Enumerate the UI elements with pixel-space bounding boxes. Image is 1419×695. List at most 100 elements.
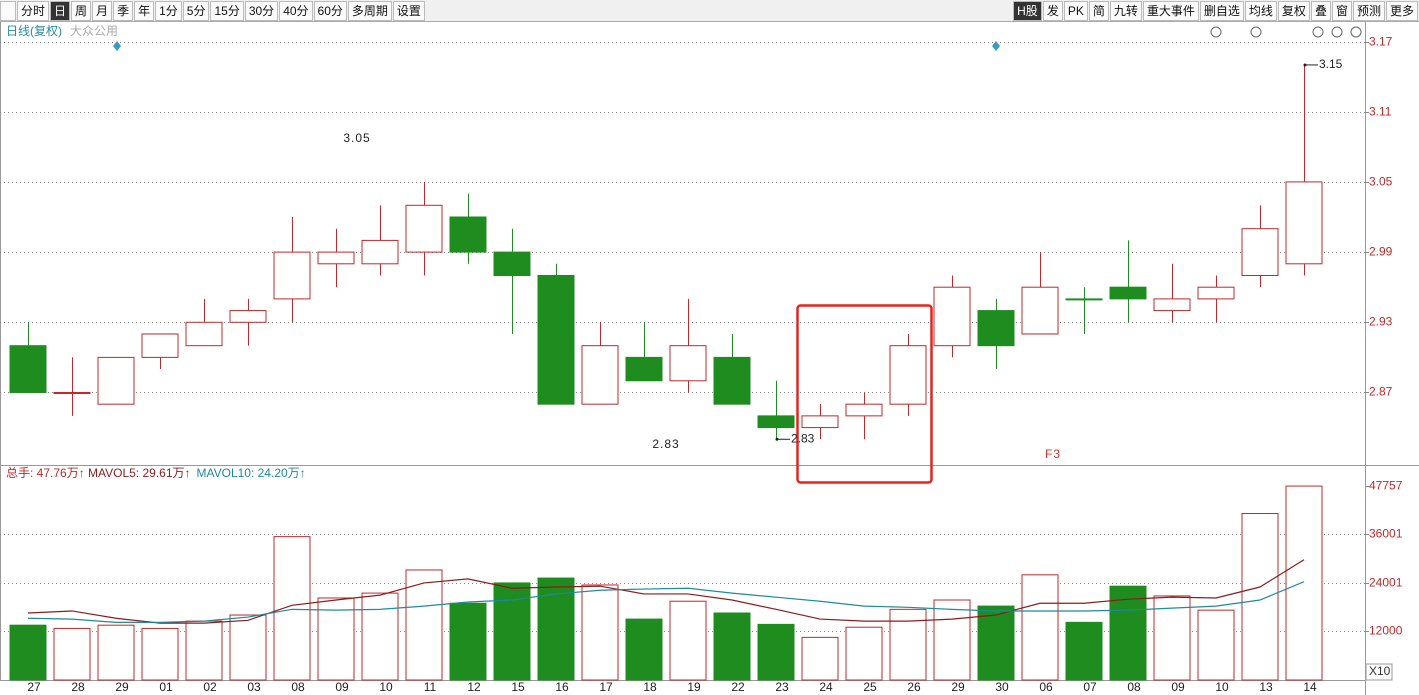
- volume-bar: [229, 614, 267, 681]
- toolbar-button[interactable]: 窗: [1331, 1, 1352, 21]
- toolbar-button[interactable]: PK: [1063, 1, 1088, 21]
- x-tick-label: 28: [71, 680, 85, 694]
- toolbar-button[interactable]: 重大事件: [1142, 1, 1199, 21]
- candle-body: [1065, 298, 1103, 301]
- toolbar-button[interactable]: 预测: [1352, 1, 1385, 21]
- x-tick-label: 29: [951, 680, 965, 694]
- volume-bar: [53, 627, 91, 681]
- y-tick-label: 2.87: [1369, 385, 1393, 399]
- candle-body: [713, 356, 751, 405]
- x-tick-label: 18: [643, 680, 657, 694]
- volume-bar: [757, 623, 795, 681]
- volume-bar: [9, 624, 47, 681]
- candle-body: [141, 333, 179, 358]
- candle-body: [1021, 286, 1059, 335]
- x-tick-label: 06: [1039, 680, 1053, 694]
- x-tick-label: 25: [863, 680, 877, 694]
- x-tick-label: 02: [203, 680, 217, 694]
- x-tick-label: 03: [247, 680, 261, 694]
- toolbar-button[interactable]: 均线: [1244, 1, 1277, 21]
- toolbar-button[interactable]: 40分: [279, 1, 313, 21]
- toolbar-button[interactable]: 设置: [392, 1, 425, 21]
- toolbar-button[interactable]: 60分: [313, 1, 347, 21]
- toolbar-button[interactable]: 九转: [1109, 1, 1142, 21]
- background: [0, 22, 1419, 695]
- toolbar-button[interactable]: 删自选: [1199, 1, 1244, 21]
- annotation: 3.05: [343, 131, 370, 145]
- candle-body: [625, 356, 663, 382]
- volume-bar: [933, 599, 971, 681]
- toolbar-button[interactable]: 叠: [1310, 1, 1331, 21]
- candle-body: [1241, 228, 1279, 276]
- candle-body: [845, 403, 883, 417]
- toolbar-button[interactable]: 发: [1042, 1, 1063, 21]
- x-tick-label: 17: [599, 680, 613, 694]
- marker-diamond: [113, 41, 121, 51]
- max-dot: [1303, 63, 1307, 67]
- toolbar-button[interactable]: H股: [1013, 1, 1042, 21]
- highlight-box: [796, 304, 933, 484]
- ma-line: [27, 559, 1305, 624]
- toolbar-button[interactable]: 年: [134, 1, 155, 21]
- x-tick-label: 01: [159, 680, 173, 694]
- toolbar-right: H股发 PK 简九转 重大事件 删自选 均线 复权叠窗预测 更多: [1013, 0, 1419, 22]
- toolbar-button[interactable]: 日: [50, 1, 71, 21]
- candle-body: [537, 274, 575, 405]
- volume-bar: [1021, 574, 1059, 681]
- y-tick-label: 47757: [1369, 479, 1403, 493]
- volume-bar: [141, 627, 179, 681]
- x-tick-label: 26: [907, 680, 921, 694]
- x-tick-label: 08: [1127, 680, 1141, 694]
- toolbar-button[interactable]: 1分: [155, 1, 182, 21]
- toolbar-button[interactable]: 复权: [1277, 1, 1310, 21]
- toolbar-button[interactable]: 5分: [182, 1, 210, 21]
- toolbar-button[interactable]: 周: [71, 1, 92, 21]
- volume-bar: [493, 582, 531, 681]
- candle-body: [977, 310, 1015, 347]
- x-tick-label: 08: [291, 680, 305, 694]
- toolbar: 分时日周月季年 1分 5分 15分 30分 40分 60分 多周期 设置 H股发 PK 简九转 重大事…: [0, 0, 1419, 22]
- icon[interactable]: [0, 1, 16, 21]
- toolbar-button[interactable]: 多周期: [347, 1, 392, 21]
- candle-body: [97, 356, 135, 405]
- toolbar-left: 分时日周月季年 1分 5分 15分 30分 40分 60分 多周期 设置: [0, 0, 426, 22]
- volume-bar: [801, 636, 839, 681]
- toolbar-button[interactable]: 30分: [244, 1, 279, 21]
- volume-bar: [713, 612, 751, 681]
- annotation: 2.83: [652, 437, 679, 451]
- x-tick-label: 10: [1215, 680, 1229, 694]
- candle-body: [53, 391, 91, 394]
- toolbar-button[interactable]: 分时: [17, 1, 50, 21]
- candle-body: [757, 415, 795, 429]
- min-label: 2.83: [791, 431, 815, 445]
- volume-bar: [317, 597, 355, 681]
- y-tick-label: 2.93: [1369, 315, 1393, 329]
- toolbar-button[interactable]: 15分: [210, 1, 244, 21]
- chart-subtitle: 大众公用: [70, 24, 118, 38]
- legend-entry: MAVOL5: 29.61万↑: [88, 466, 191, 480]
- volume-bar: [581, 584, 619, 681]
- toolbar-button[interactable]: 季: [113, 1, 134, 21]
- candle-body: [229, 310, 267, 323]
- toolbar-button[interactable]: 简: [1088, 1, 1109, 21]
- candle-body: [405, 204, 443, 253]
- x-tick-label: 13: [1259, 680, 1273, 694]
- toolbar-button[interactable]: 更多: [1385, 1, 1418, 21]
- candle-body: [669, 345, 707, 382]
- y-tick-label: 3.17: [1369, 35, 1393, 49]
- volume-label: 总手: 47.76万↑: [6, 466, 85, 480]
- y-tick-label: 24001: [1369, 576, 1403, 590]
- volume-bar: [361, 592, 399, 681]
- y-tick-label: 2.99: [1369, 245, 1393, 259]
- candle-body: [581, 345, 619, 405]
- x-tick-label: 19: [687, 680, 701, 694]
- scale-label: X10: [1369, 664, 1391, 678]
- volume-bar: [1109, 585, 1147, 681]
- volume-bar: [1197, 609, 1235, 681]
- volume-bar: [625, 618, 663, 681]
- volume-bar: [1241, 513, 1279, 681]
- min-dot: [775, 437, 779, 441]
- chart-title: 日线(复权): [6, 24, 62, 38]
- toolbar-button[interactable]: 月: [92, 1, 113, 21]
- volume-bar: [977, 605, 1015, 681]
